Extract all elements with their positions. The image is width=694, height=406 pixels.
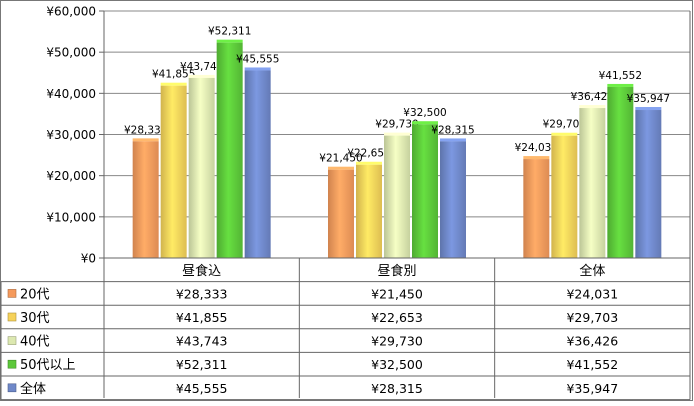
- bar-top: [188, 74, 215, 78]
- legend-swatch: [7, 359, 17, 369]
- data-label: ¥24,031: [515, 142, 558, 154]
- data-label: ¥41,552: [599, 70, 642, 82]
- y-tick-label: ¥40,000: [46, 87, 96, 101]
- table-cell: ¥41,855: [176, 310, 228, 325]
- y-tick-label: ¥0: [81, 252, 96, 266]
- data-label: ¥35,947: [627, 93, 670, 105]
- bar: [551, 135, 578, 258]
- data-label: ¥29,703: [543, 119, 586, 131]
- data-label: ¥28,315: [431, 124, 474, 136]
- y-tick-label: ¥50,000: [46, 46, 96, 60]
- bar-top: [523, 156, 550, 160]
- bar: [244, 70, 271, 259]
- bar-top: [551, 132, 578, 136]
- table-cell: ¥22,653: [371, 310, 423, 325]
- table-cell: ¥28,315: [371, 381, 423, 396]
- table-cell: ¥43,743: [176, 334, 228, 349]
- data-label: ¥36,426: [571, 91, 615, 103]
- data-label: ¥43,743: [180, 61, 223, 73]
- bar-top: [384, 132, 410, 136]
- bar-top: [244, 67, 271, 71]
- table-cell: ¥35,947: [566, 381, 618, 396]
- y-tick-label: ¥30,000: [46, 128, 96, 142]
- table-cell: ¥29,730: [371, 334, 423, 349]
- bar-top: [356, 161, 382, 165]
- bar-top: [607, 83, 634, 87]
- bar: [384, 135, 410, 258]
- y-tick-label: ¥60,000: [46, 5, 96, 19]
- y-tick-label: ¥10,000: [46, 210, 96, 224]
- category-label: 昼食別: [377, 263, 416, 279]
- y-tick-label: ¥20,000: [46, 169, 96, 183]
- bar-top: [132, 138, 159, 142]
- bar: [328, 169, 354, 258]
- table-cell: ¥52,311: [176, 357, 228, 372]
- data-label: ¥45,555: [236, 53, 279, 65]
- data-label: ¥28,333: [124, 124, 167, 136]
- bar-top: [328, 166, 354, 170]
- bar: [356, 164, 382, 258]
- bar: [188, 77, 215, 258]
- data-label: ¥21,450: [319, 153, 362, 165]
- table-cell: ¥36,426: [566, 334, 618, 349]
- bar: [132, 141, 159, 258]
- legend-label: 50代以上: [20, 358, 76, 373]
- bar: [579, 108, 606, 259]
- legend-swatch: [7, 383, 17, 393]
- legend-label: 30代: [20, 311, 50, 326]
- category-label: 全体: [579, 263, 605, 279]
- legend-label: 20代: [20, 287, 50, 302]
- table-cell: ¥41,552: [566, 357, 618, 372]
- bar-top: [160, 82, 187, 86]
- legend-label: 40代: [20, 335, 50, 350]
- bar: [216, 42, 243, 259]
- category-label: 昼食込: [182, 263, 221, 279]
- bar-top: [216, 39, 243, 43]
- data-label: ¥22,653: [347, 148, 390, 160]
- bar: [607, 86, 634, 258]
- data-label: ¥32,500: [403, 107, 446, 119]
- data-label: ¥52,311: [208, 26, 251, 38]
- table-cell: ¥32,500: [371, 357, 423, 372]
- bar-top: [412, 121, 438, 125]
- bar: [412, 124, 438, 258]
- bar: [635, 110, 662, 258]
- bar-top: [440, 138, 466, 142]
- table-cell: ¥45,555: [176, 381, 228, 396]
- table-cell: ¥29,703: [566, 310, 618, 325]
- data-label: ¥41,855: [152, 69, 195, 81]
- legend-swatch: [7, 312, 17, 322]
- bar: [523, 159, 550, 258]
- table-cell: ¥28,333: [176, 286, 228, 301]
- legend-swatch: [7, 336, 17, 345]
- legend-swatch: [7, 289, 17, 298]
- table-cell: ¥21,450: [371, 286, 423, 301]
- bar-top: [579, 105, 606, 109]
- bar-top: [635, 107, 662, 111]
- legend-label: 全体: [20, 381, 46, 397]
- bar: [440, 141, 466, 258]
- table-cell: ¥24,031: [566, 286, 618, 301]
- data-label: ¥29,730: [375, 119, 418, 131]
- bar: [160, 85, 187, 258]
